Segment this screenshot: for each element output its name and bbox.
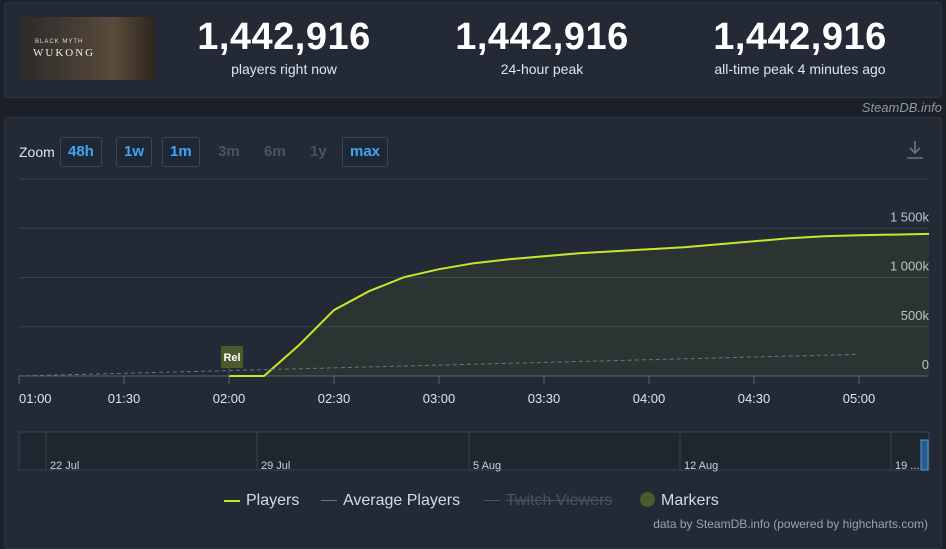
legend-item[interactable]: Players xyxy=(224,492,299,510)
download-icon[interactable] xyxy=(904,139,926,161)
y-tick-label: 1 500k xyxy=(890,209,930,224)
stats-panel xyxy=(4,2,942,98)
stat-label: players right now xyxy=(231,61,337,77)
x-tick-label: 02:00 xyxy=(213,391,246,406)
x-tick-label: 02:30 xyxy=(318,391,351,406)
marker xyxy=(221,346,243,368)
x-tick-label: 03:00 xyxy=(423,391,456,406)
marker-label: Rel xyxy=(223,352,240,364)
series-line xyxy=(229,232,930,377)
legend-label: Players xyxy=(246,492,300,509)
thumb-title: WUKONG xyxy=(33,47,96,59)
navigator-handle xyxy=(920,439,929,471)
stat: 1,442,916 players right now xyxy=(164,16,404,77)
legend-item[interactable]: Twitch Viewers xyxy=(484,492,612,510)
zoom-button[interactable]: max xyxy=(342,137,389,167)
y-tick-label: 0 xyxy=(922,357,929,372)
zoom-button: 1y xyxy=(310,143,327,160)
x-tick-label: 05:00 xyxy=(843,391,876,406)
series-line xyxy=(18,353,860,377)
navigator-label: 5 Aug xyxy=(473,460,501,472)
zoom-button[interactable]: 1m xyxy=(162,137,200,167)
stat-value: 1,442,916 xyxy=(713,16,887,58)
legend-label: Markers xyxy=(661,492,719,509)
stat-label: all-time peak 4 minutes ago xyxy=(714,61,886,77)
zoom-button: 3m xyxy=(218,143,240,160)
x-tick-label: 04:00 xyxy=(633,391,666,406)
zoom-button[interactable]: 1w xyxy=(116,137,153,167)
y-tick-label: 1 000k xyxy=(890,259,930,274)
legend-label: Average Players xyxy=(343,492,461,509)
zoom-label: Zoom xyxy=(19,144,55,160)
zoom-button: 6m xyxy=(264,143,286,160)
stat: 1,442,916 24-hour peak xyxy=(422,16,662,77)
x-tick-label: 04:30 xyxy=(738,391,771,406)
source[interactable]: SteamDB.info xyxy=(861,100,942,115)
area xyxy=(229,233,929,376)
stat-label: 24-hour peak xyxy=(500,61,584,77)
y-tick-label: 500k xyxy=(901,308,930,323)
stat-value: 1,442,916 xyxy=(197,16,371,58)
x-tick-label: 01:00 xyxy=(19,391,52,406)
thumbnail[interactable]: BLACK MYTH WUKONG xyxy=(19,17,155,80)
zoom-button[interactable]: 48h xyxy=(60,137,102,167)
legend-item[interactable]: Average Players xyxy=(321,492,460,510)
navigator-label: 12 Aug xyxy=(684,460,718,472)
x-tick-label: 03:30 xyxy=(528,391,561,406)
navigator-label: 22 Jul xyxy=(50,460,79,472)
navigator xyxy=(18,431,930,471)
stat: 1,442,916 all-time peak 4 minutes ago xyxy=(680,16,920,77)
x-tick-label: 01:30 xyxy=(108,391,141,406)
legend-label: Twitch Viewers xyxy=(506,492,613,509)
navigator-label: 29 Jul xyxy=(261,460,290,472)
stat-value: 1,442,916 xyxy=(455,16,629,58)
legend-item[interactable]: Markers xyxy=(640,492,719,510)
credit[interactable]: data by SteamDB.info (powered by highcha… xyxy=(653,517,928,531)
thumb-subtitle: BLACK MYTH xyxy=(35,39,84,45)
navigator-label: 19 ... xyxy=(895,460,919,472)
